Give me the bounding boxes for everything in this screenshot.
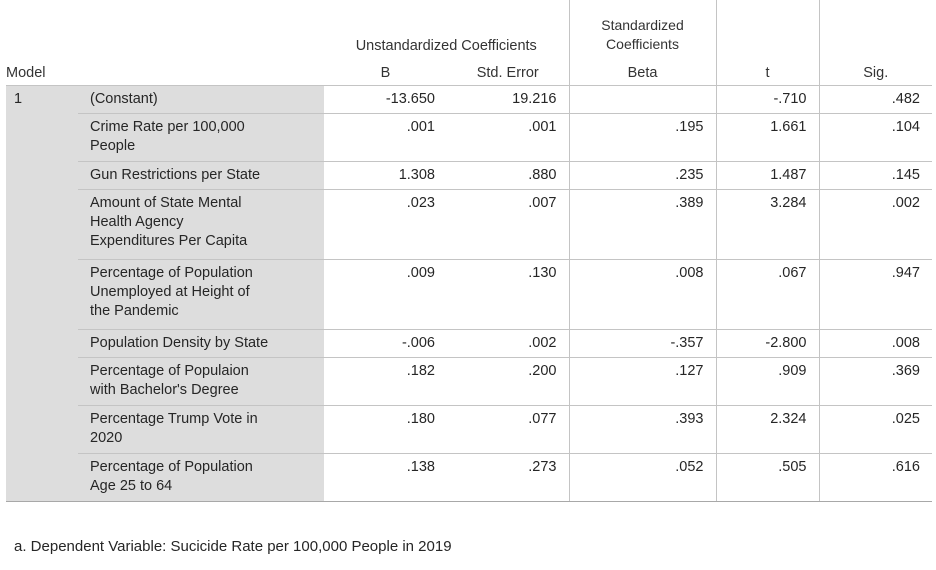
beta-value: .393 — [568, 404, 716, 453]
row-label: Percentage of Population Unemployed at He… — [78, 258, 324, 329]
row-label-line: People — [90, 137, 136, 154]
model-number: 1 — [6, 84, 78, 502]
t-value: 3.284 — [715, 188, 819, 259]
header-std-line1: Standardized — [601, 17, 684, 33]
beta-value: .235 — [568, 160, 716, 189]
std-error-value: .001 — [447, 112, 569, 161]
header-std-line2: Coefficients — [606, 36, 679, 52]
row-label-line: (Constant) — [90, 90, 158, 107]
sig-value: .947 — [818, 258, 932, 329]
std-error-value: 19.216 — [447, 84, 569, 113]
table-row: Gun Restrictions per State 1.308.880.235 1… — [6, 160, 932, 189]
row-label-line: Percentage of Population — [90, 458, 253, 475]
beta-value: .127 — [568, 356, 716, 405]
row-label-line: Percentage of Populaion — [90, 362, 249, 379]
row-label-line: Amount of State Mental — [90, 194, 242, 211]
beta-value — [568, 84, 716, 113]
b-value: 1.308 — [324, 160, 447, 189]
t-value: -2.800 — [715, 328, 819, 357]
beta-value: .195 — [568, 112, 716, 161]
row-label-line: Health Agency — [90, 213, 184, 230]
sig-value: .369 — [818, 356, 932, 405]
table-row: Percentage Trump Vote in 2020 .180.077.393… — [6, 404, 932, 453]
header-std-error: Std. Error — [476, 64, 539, 81]
std-error-value: .077 — [447, 404, 569, 453]
header-t: t — [715, 57, 819, 85]
table-row: Percentage of Populaion with Bachelor's D… — [6, 356, 932, 405]
std-error-value: .200 — [447, 356, 569, 405]
row-label-line: Expenditures Per Capita — [90, 232, 248, 249]
t-value: .067 — [715, 258, 819, 329]
sig-value: .104 — [818, 112, 932, 161]
row-label-line: the Pandemic — [90, 302, 179, 319]
row-label: (Constant) — [78, 84, 324, 113]
header-b: B — [380, 64, 391, 81]
sig-value: .616 — [818, 452, 932, 502]
beta-value: .008 — [568, 258, 716, 329]
row-label-line: 2020 — [90, 429, 123, 446]
row-label-line: Percentage of Population — [90, 264, 253, 281]
row-label: Population Density by State — [78, 328, 324, 357]
b-value: .023 — [324, 188, 447, 259]
b-value: .138 — [324, 452, 447, 502]
std-error-value: .007 — [447, 188, 569, 259]
t-value: .909 — [715, 356, 819, 405]
sig-value: .002 — [818, 188, 932, 259]
header-blank-sig — [818, 0, 932, 57]
row-label: Gun Restrictions per State — [78, 160, 324, 189]
beta-value: .389 — [568, 188, 716, 259]
table-row: Percentage of Population Age 25 to 64 .138… — [6, 452, 932, 502]
std-error-value: .130 — [447, 258, 569, 329]
t-value: 1.487 — [715, 160, 819, 189]
std-error-value: .880 — [447, 160, 569, 189]
t-value: 1.661 — [715, 112, 819, 161]
b-value: .001 — [324, 112, 447, 161]
row-label-line: Unemployed at Height of — [90, 283, 250, 300]
header-unstandardized-coefficients: Unstandardized Coefficients — [355, 38, 537, 54]
table-row: Crime Rate per 100,000 People .001.001.195… — [6, 112, 932, 161]
row-label-line: Percentage Trump Vote in — [90, 410, 258, 427]
row-label: Crime Rate per 100,000 People — [78, 112, 324, 161]
beta-value: -.357 — [568, 328, 716, 357]
row-label-line: Population Density by State — [90, 334, 269, 351]
b-value: .009 — [324, 258, 447, 329]
b-value: -13.650 — [324, 84, 447, 113]
table-footnote: a. Dependent Variable: Sucicide Rate per… — [14, 538, 452, 555]
std-error-value: .273 — [447, 452, 569, 502]
t-value: 2.324 — [715, 404, 819, 453]
sig-value: .008 — [818, 328, 932, 357]
table-row: Amount of State Mental Health Agency Expen… — [6, 188, 932, 259]
header-beta: Beta — [568, 57, 716, 85]
header-sig: Sig. — [818, 57, 932, 85]
sig-value: .482 — [818, 84, 932, 113]
row-label-line: Gun Restrictions per State — [90, 166, 261, 183]
std-error-value: .002 — [447, 328, 569, 357]
header-model: Model — [6, 64, 46, 81]
row-label: Percentage of Population Age 25 to 64 — [78, 452, 324, 502]
table-row: Percentage of Population Unemployed at He… — [6, 258, 932, 329]
row-label-line: Age 25 to 64 — [90, 477, 173, 494]
b-value: .182 — [324, 356, 447, 405]
header-blank — [6, 0, 324, 57]
header-standardized-coefficients: Standardized Coefficients — [568, 0, 716, 57]
sig-value: .145 — [818, 160, 932, 189]
row-label-line: with Bachelor's Degree — [90, 381, 239, 398]
b-value: .180 — [324, 404, 447, 453]
b-value: -.006 — [324, 328, 447, 357]
row-label: Percentage Trump Vote in 2020 — [78, 404, 324, 453]
row-label: Amount of State Mental Health Agency Expen… — [78, 188, 324, 259]
coefficients-table: Unstandardized Coefficients Standardized… — [6, 0, 932, 502]
beta-value: .052 — [568, 452, 716, 502]
row-label: Percentage of Populaion with Bachelor's D… — [78, 356, 324, 405]
header-blank-t — [715, 0, 819, 57]
t-value: .505 — [715, 452, 819, 502]
sig-value: .025 — [818, 404, 932, 453]
t-value: -.710 — [715, 84, 819, 113]
table-row: Population Density by State -.006.002 -.35… — [6, 328, 932, 357]
table-row: 1 (Constant) -13.650 19.216 -.710.482 — [6, 84, 932, 502]
row-label-line: Crime Rate per 100,000 — [90, 118, 245, 135]
